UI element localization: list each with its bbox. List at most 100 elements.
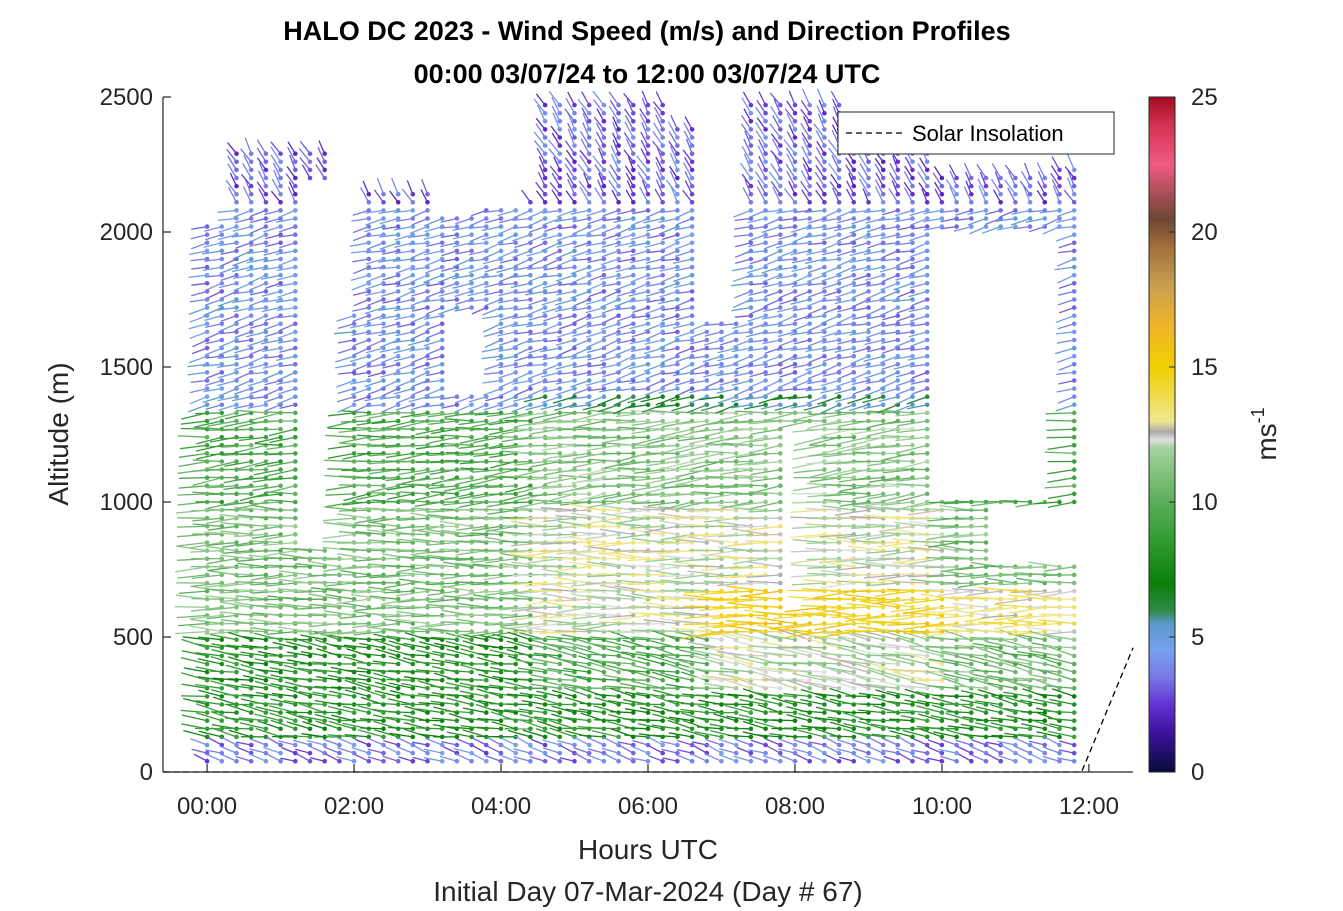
wind-arrow-shaft — [237, 574, 266, 578]
wind-arrow-shaft — [356, 434, 384, 438]
wind-arrow-head — [616, 459, 621, 464]
wind-arrow-head — [586, 264, 592, 270]
wind-arrow-shaft — [205, 545, 237, 552]
wind-arrow-head — [219, 418, 225, 424]
wind-arrow-head — [410, 232, 416, 237]
wind-arrow-shaft — [179, 444, 208, 450]
wind-arrow-head — [366, 588, 372, 594]
wind-arrow-head — [263, 459, 269, 464]
wind-arrow-head — [454, 224, 460, 229]
wind-arrow-shaft — [270, 190, 282, 203]
wind-arrow-head — [263, 297, 269, 302]
wind-arrow-shaft — [373, 189, 385, 203]
wind-arrow-shaft — [675, 493, 707, 496]
wind-arrow-head — [395, 451, 401, 456]
wind-arrow-head — [601, 135, 607, 140]
wind-arrow-shaft — [227, 704, 252, 714]
wind-arrow-head — [248, 256, 254, 262]
wind-arrow-head — [337, 758, 342, 764]
wind-arrow-head — [616, 588, 621, 594]
wind-arrow-head — [601, 491, 607, 497]
wind-arrow-shaft — [250, 582, 281, 586]
wind-arrow-shaft — [352, 371, 369, 376]
wind-arrow-shaft — [328, 705, 355, 714]
wind-arrow-head — [204, 686, 210, 691]
wind-arrow-shaft — [258, 188, 267, 203]
wind-arrow-head — [675, 443, 680, 448]
wind-arrow-shaft — [219, 554, 252, 560]
wind-arrow-head — [557, 386, 563, 391]
wind-arrow-shaft — [309, 603, 340, 608]
wind-arrow-head — [675, 313, 680, 319]
wind-arrow-head — [498, 718, 504, 723]
wind-arrow-shaft — [410, 323, 428, 332]
wind-arrow-shaft — [396, 590, 428, 597]
wind-arrow-head — [366, 337, 372, 343]
wind-arrow-shaft — [235, 755, 252, 762]
wind-arrow-head — [645, 661, 651, 667]
wind-arrow-head — [631, 483, 636, 489]
wind-arrow-head — [675, 127, 680, 132]
wind-arrow-shaft — [211, 648, 237, 657]
wind-arrow-shaft — [472, 485, 502, 487]
wind-arrow-head — [689, 232, 695, 237]
wind-arrow-head — [219, 370, 225, 375]
wind-arrow-shaft — [258, 170, 267, 187]
wind-arrow-head — [660, 702, 665, 707]
wind-arrow-shaft — [308, 557, 340, 560]
wind-arrow-shaft — [255, 691, 281, 698]
wind-arrow-shaft — [350, 379, 369, 385]
wind-arrow-shaft — [177, 435, 208, 438]
wind-arrow-head — [337, 669, 342, 675]
wind-arrow-shaft — [254, 658, 281, 665]
wind-arrow-shaft — [247, 306, 266, 311]
wind-arrow-shaft — [343, 493, 369, 502]
wind-arrow-shaft — [327, 452, 355, 459]
wind-arrow-shaft — [393, 371, 413, 376]
wind-arrow-head — [528, 726, 533, 732]
wind-arrow-shaft — [263, 225, 281, 233]
wind-arrow-shaft — [368, 586, 399, 592]
wind-arrow-head — [322, 677, 328, 683]
wind-arrow-shaft — [223, 501, 252, 507]
wind-arrow-head — [425, 742, 430, 748]
wind-arrow-head — [586, 742, 592, 748]
wind-arrow-shaft — [381, 598, 413, 605]
wind-arrow-head — [631, 702, 636, 707]
wind-arrow-head — [204, 434, 210, 440]
wind-arrow-head — [263, 434, 269, 440]
wind-arrow-head — [513, 661, 518, 667]
wind-arrow-head — [498, 337, 504, 343]
wind-arrow-head — [660, 394, 665, 400]
wind-arrow-head — [234, 758, 239, 764]
wind-arrow-shaft — [249, 396, 266, 400]
wind-arrow-head — [572, 159, 577, 165]
wind-arrow-head — [572, 127, 577, 132]
wind-arrow-shaft — [415, 452, 443, 455]
wind-arrow-shaft — [395, 217, 413, 223]
wind-arrow-head — [219, 661, 225, 667]
wind-arrow-shaft — [403, 728, 428, 738]
wind-arrow-head — [248, 191, 254, 197]
wind-arrow-shaft — [235, 485, 266, 490]
wind-arrow-head — [410, 289, 416, 294]
wind-arrow-head — [719, 345, 724, 351]
wind-arrow-head — [601, 742, 607, 748]
wind-arrow-head — [616, 151, 621, 156]
wind-arrow-head — [278, 677, 283, 683]
wind-arrow-shaft — [302, 720, 325, 730]
wind-arrow-head — [557, 232, 563, 237]
wind-arrow-shaft — [364, 323, 384, 328]
wind-arrow-head — [733, 758, 739, 764]
wind-arrow-shaft — [205, 753, 223, 762]
wind-arrow-head — [278, 645, 283, 651]
wind-arrow-shaft — [240, 663, 267, 673]
wind-arrow-head — [410, 305, 416, 310]
wind-arrow-head — [293, 264, 298, 270]
wind-arrow-shaft — [336, 736, 355, 746]
wind-arrow-head — [675, 459, 680, 464]
wind-arrow-shaft — [338, 509, 369, 512]
wind-arrow-shaft — [351, 541, 384, 544]
wind-arrow-head — [616, 208, 621, 213]
wind-arrow-shaft — [457, 581, 487, 584]
